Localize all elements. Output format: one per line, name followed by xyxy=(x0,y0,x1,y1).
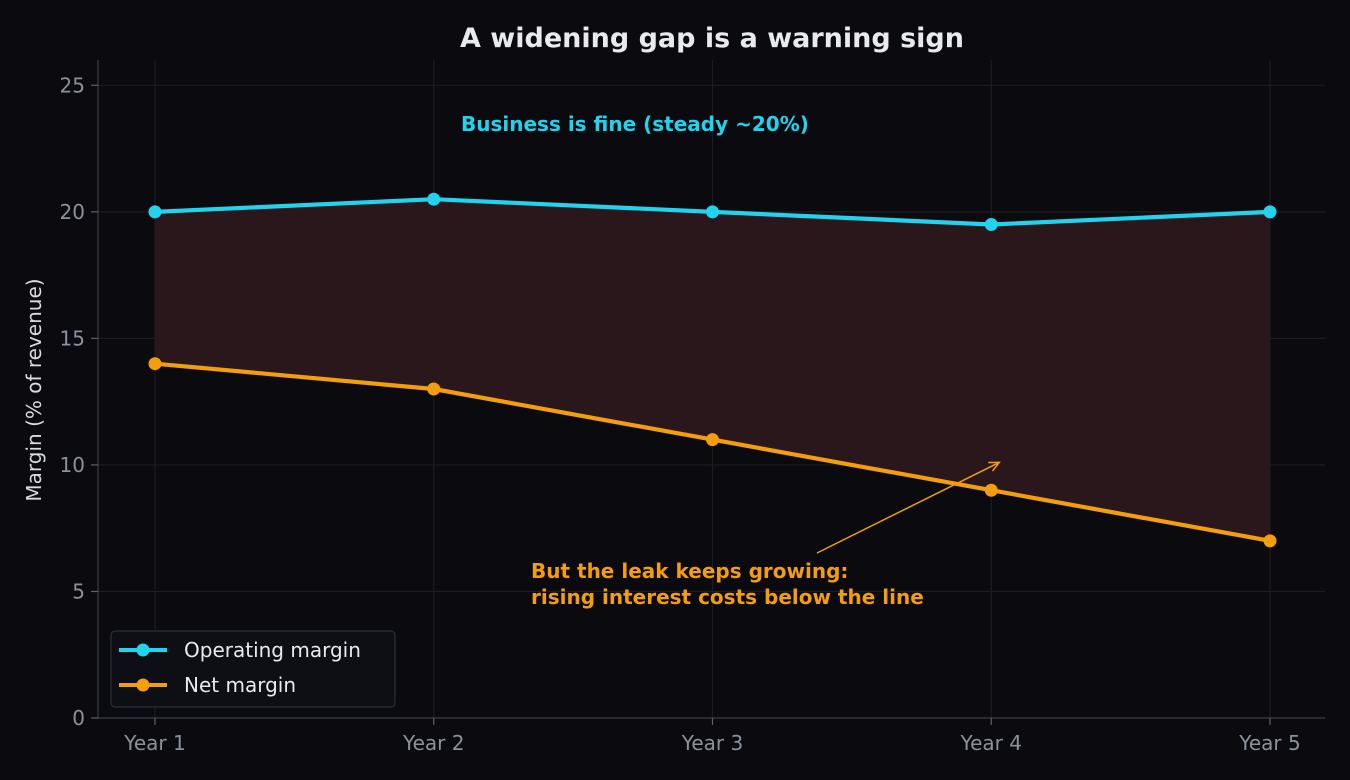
x-tick-label-year-2: Year 2 xyxy=(402,731,464,755)
annotation-leak-line-1: But the leak keeps growing: xyxy=(531,559,848,583)
y-tick-label-5: 5 xyxy=(72,579,85,603)
legend-marker-net-margin xyxy=(136,678,150,692)
annotation-business-fine: Business is fine (steady ~20%) xyxy=(461,112,809,136)
legend-label-operating-margin: Operating margin xyxy=(184,638,361,662)
y-tick-label-10: 10 xyxy=(60,453,85,477)
x-tick-label-year-1: Year 1 xyxy=(123,731,185,755)
legend-box xyxy=(110,630,396,708)
data-point-operating-margin-year-2 xyxy=(427,192,441,206)
data-point-net-margin-year-4 xyxy=(984,483,998,497)
data-point-operating-margin-year-1 xyxy=(148,205,162,219)
legend-marker-operating-margin xyxy=(136,643,150,657)
y-axis-label: Margin (% of revenue) xyxy=(22,278,46,501)
annotation-arrow xyxy=(816,461,1000,554)
x-tick-label-year-3: Year 3 xyxy=(681,731,743,755)
gap-fill-area xyxy=(155,199,1270,541)
data-point-net-margin-year-2 xyxy=(427,382,441,396)
data-point-operating-margin-year-5 xyxy=(1263,205,1277,219)
data-point-operating-margin-year-3 xyxy=(706,205,719,219)
y-tick-label-20: 20 xyxy=(60,200,85,224)
y-tick-label-25: 25 xyxy=(60,73,85,97)
annotation-leak-line-2: rising interest costs below the line xyxy=(531,585,924,609)
legend: Operating margin Net margin xyxy=(110,630,396,708)
data-point-net-margin-year-1 xyxy=(148,357,162,371)
legend-label-net-margin: Net margin xyxy=(184,673,296,697)
y-tick-label-0: 0 xyxy=(72,706,85,730)
data-point-operating-margin-year-4 xyxy=(984,218,998,231)
annotation-arrow-head xyxy=(988,461,1001,472)
data-point-net-margin-year-5 xyxy=(1263,534,1277,548)
annotation-leak: But the leak keeps growing: rising inter… xyxy=(531,461,1001,609)
y-tick-label-15: 15 xyxy=(60,326,85,350)
x-tick-label-year-4: Year 4 xyxy=(960,731,1022,755)
axes xyxy=(97,60,1325,719)
x-tick-label-year-5: Year 5 xyxy=(1238,731,1300,755)
series xyxy=(148,192,1277,548)
chart-title: A widening gap is a warning sign xyxy=(460,23,964,54)
ticks: 0 5 10 15 20 25 Year 1 Year 2 Year 3 Year 4 Year 5 xyxy=(60,73,1301,755)
data-point-net-margin-year-3 xyxy=(706,433,719,447)
